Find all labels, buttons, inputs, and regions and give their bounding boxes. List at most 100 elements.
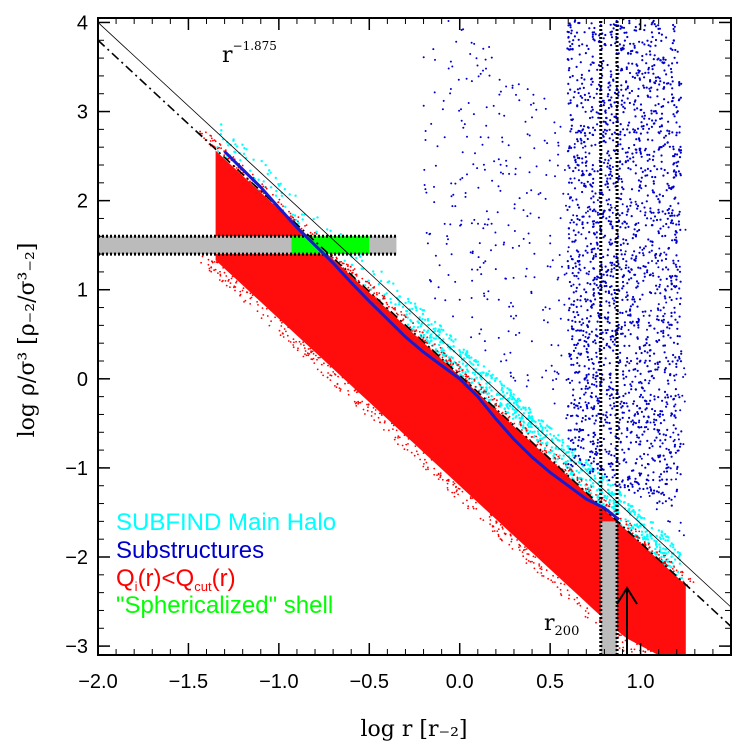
substructure-point-2167 (580, 233, 583, 236)
substructure-point-1715 (664, 134, 668, 137)
substructure-point-1361 (652, 377, 655, 380)
substructure-point-1326 (639, 455, 642, 458)
red-edge-point-837 (564, 463, 567, 466)
substructure-point-2195 (559, 317, 562, 320)
substructure-point-112 (573, 316, 576, 319)
main-halo-point-716 (414, 306, 418, 310)
substructure-point-562 (593, 129, 597, 132)
substructure-point-1534 (660, 330, 663, 333)
substructure-point-1217 (643, 111, 646, 114)
substructure-point-1641 (658, 429, 661, 432)
red-edge-point-884 (261, 183, 264, 186)
substructure-point-1189 (629, 321, 632, 324)
substructure-point-397 (590, 110, 593, 113)
substructure-point-1212 (636, 362, 639, 365)
substructure-point-261 (576, 404, 579, 407)
substructure-point-1088 (630, 430, 633, 433)
substructure-point-305 (587, 402, 590, 405)
substructure-point-2330 (499, 171, 502, 174)
substructure-point-130 (572, 221, 575, 224)
substructure-point-1756 (669, 336, 672, 339)
main-halo-point-722 (544, 426, 547, 429)
red-edge-point-250 (403, 448, 406, 451)
substructure-point-1831 (675, 131, 678, 134)
substructure-point-760 (611, 225, 614, 228)
main-halo-point-663 (657, 529, 661, 532)
main-halo-point-636 (513, 408, 516, 412)
red-edge-point-327 (665, 563, 668, 566)
main-halo-point-273 (560, 444, 564, 447)
substructure-point-1036 (619, 133, 622, 136)
red-edge-point-684 (658, 550, 661, 553)
red-edge-point-630 (491, 530, 494, 533)
red-edge-point-390 (636, 643, 638, 646)
substructure-point-2062 (514, 379, 517, 382)
substructure-point-1896 (678, 125, 681, 128)
red-edge-point-686 (373, 286, 376, 288)
substructure-point-952 (621, 222, 624, 225)
main-halo-point-163 (283, 188, 286, 191)
substructure-point-395 (592, 467, 595, 471)
main-halo-point-742 (660, 555, 663, 559)
main-halo-point-702 (627, 509, 631, 512)
substructure-point-324 (584, 52, 588, 55)
substructure-point-1899 (679, 228, 682, 231)
red-edge-point-653 (501, 411, 504, 414)
red-edge-point-472 (397, 435, 400, 438)
main-halo-point-928 (232, 139, 235, 142)
substructure-point-2020 (526, 374, 529, 377)
main-halo-point-995 (433, 320, 437, 324)
red-edge-point-218 (496, 399, 498, 402)
red-edge-point-155 (631, 651, 633, 653)
substructure-point-1154 (628, 475, 631, 478)
substructure-point-48 (573, 90, 576, 93)
main-halo-point-954 (450, 338, 453, 342)
substructure-point-139 (574, 262, 577, 265)
red-edge-point-319 (354, 388, 357, 391)
red-edge-point-583 (529, 560, 532, 563)
red-edge-point-315 (551, 581, 554, 583)
red-edge-point-561 (452, 481, 455, 483)
substructure-point-1574 (655, 284, 658, 287)
substructure-point-1848 (677, 433, 680, 436)
substructure-point-1321 (642, 84, 645, 87)
red-edge-point-274 (488, 516, 491, 518)
main-halo-point-411 (506, 387, 509, 390)
main-halo-point-795 (527, 422, 530, 425)
substructure-point-1561 (661, 491, 664, 494)
substructure-point-368 (592, 376, 595, 379)
substructure-point-2152 (682, 534, 685, 537)
red-edge-point-10 (292, 219, 294, 221)
main-halo-point-833 (522, 406, 525, 409)
substructure-point-2138 (575, 329, 578, 332)
red-edge-point-798 (660, 558, 663, 561)
red-edge-point-845 (259, 190, 261, 192)
substructure-point-1911 (676, 153, 679, 156)
substructure-point-1270 (643, 206, 646, 209)
substructure-point-2141 (531, 116, 533, 119)
substructure-point-1289 (636, 127, 640, 130)
substructure-point-2203 (557, 344, 560, 347)
substructure-point-287 (578, 259, 581, 263)
substructure-point-185 (580, 73, 584, 76)
substructure-point-1441 (647, 238, 650, 241)
substructure-point-1338 (641, 54, 644, 58)
red-edge-point-305 (383, 429, 385, 431)
substructure-point-858 (610, 268, 613, 271)
substructure-point-616 (601, 66, 604, 70)
red-edge-point-195 (349, 266, 352, 268)
substructure-point-1983 (567, 193, 570, 196)
red-edge-point-309 (509, 422, 512, 424)
substructure-point-1525 (654, 119, 657, 122)
substructure-point-1732 (670, 214, 674, 217)
substructure-point-459 (592, 287, 595, 291)
substructure-point-18 (568, 306, 571, 310)
substructure-point-1004 (619, 351, 622, 354)
substructure-point-375 (585, 374, 588, 377)
main-halo-point-277 (480, 391, 483, 394)
substructure-point-1491 (645, 400, 648, 403)
red-edge-point-431 (650, 650, 652, 653)
red-edge-point-426 (213, 269, 216, 272)
red-edge-point-404 (455, 490, 458, 493)
substructure-point-1543 (659, 80, 662, 83)
